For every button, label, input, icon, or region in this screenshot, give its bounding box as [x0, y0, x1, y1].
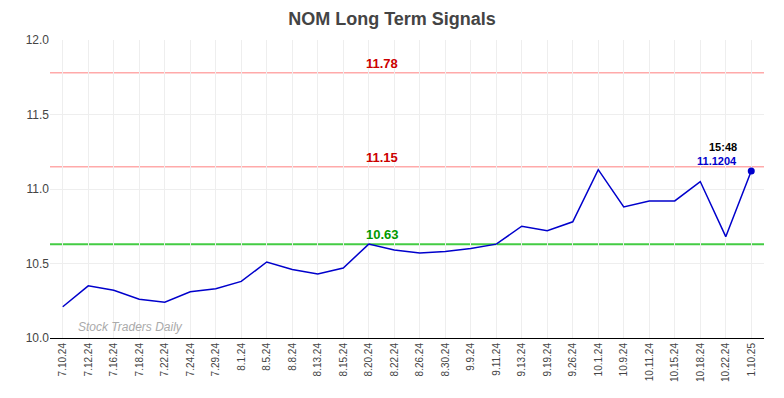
svg-text:10.22.24: 10.22.24 [720, 343, 731, 382]
svg-text:10.1.24: 10.1.24 [593, 343, 604, 377]
svg-text:8.15.24: 8.15.24 [338, 343, 349, 377]
svg-text:8.30.24: 8.30.24 [440, 343, 451, 377]
svg-text:9.13.24: 9.13.24 [516, 343, 527, 377]
svg-text:11.78: 11.78 [366, 56, 398, 71]
svg-text:11.0: 11.0 [27, 182, 50, 196]
svg-text:8.13.24: 8.13.24 [312, 343, 323, 377]
svg-text:9.11.24: 9.11.24 [491, 343, 502, 376]
svg-text:8.8.24: 8.8.24 [287, 343, 298, 371]
svg-text:8.20.24: 8.20.24 [363, 343, 374, 377]
svg-text:7.24.24: 7.24.24 [185, 343, 196, 377]
svg-text:8.1.24: 8.1.24 [236, 343, 247, 371]
svg-text:7.12.24: 7.12.24 [83, 343, 94, 377]
svg-text:9.9.24: 9.9.24 [465, 343, 476, 371]
svg-text:8.5.24: 8.5.24 [261, 343, 272, 371]
svg-text:7.16.24: 7.16.24 [108, 343, 119, 377]
svg-text:8.26.24: 8.26.24 [414, 343, 425, 377]
svg-text:10.15.24: 10.15.24 [669, 343, 680, 382]
svg-text:11.5: 11.5 [27, 108, 50, 122]
svg-text:8.22.24: 8.22.24 [389, 343, 400, 377]
svg-text:7.22.24: 7.22.24 [159, 343, 170, 377]
svg-text:7.29.24: 7.29.24 [210, 343, 221, 377]
svg-text:9.19.24: 9.19.24 [542, 343, 553, 377]
svg-text:12.0: 12.0 [26, 33, 50, 47]
svg-text:10.9.24: 10.9.24 [618, 343, 629, 377]
svg-text:11.15: 11.15 [366, 150, 398, 165]
svg-text:1.10.25: 1.10.25 [746, 343, 757, 377]
svg-text:10.0: 10.0 [26, 331, 50, 345]
svg-text:11.1204: 11.1204 [697, 155, 737, 167]
svg-text:10.18.24: 10.18.24 [695, 343, 706, 382]
svg-text:10.11.24: 10.11.24 [644, 343, 655, 382]
svg-text:9.26.24: 9.26.24 [567, 343, 578, 377]
svg-text:15:48: 15:48 [709, 141, 737, 153]
svg-text:7.10.24: 7.10.24 [57, 343, 68, 377]
svg-text:NOM Long Term Signals: NOM Long Term Signals [288, 9, 496, 29]
svg-text:7.18.24: 7.18.24 [134, 343, 145, 377]
svg-text:10.5: 10.5 [26, 257, 50, 271]
svg-text:10.63: 10.63 [366, 227, 399, 242]
svg-text:Stock Traders Daily: Stock Traders Daily [78, 320, 183, 334]
